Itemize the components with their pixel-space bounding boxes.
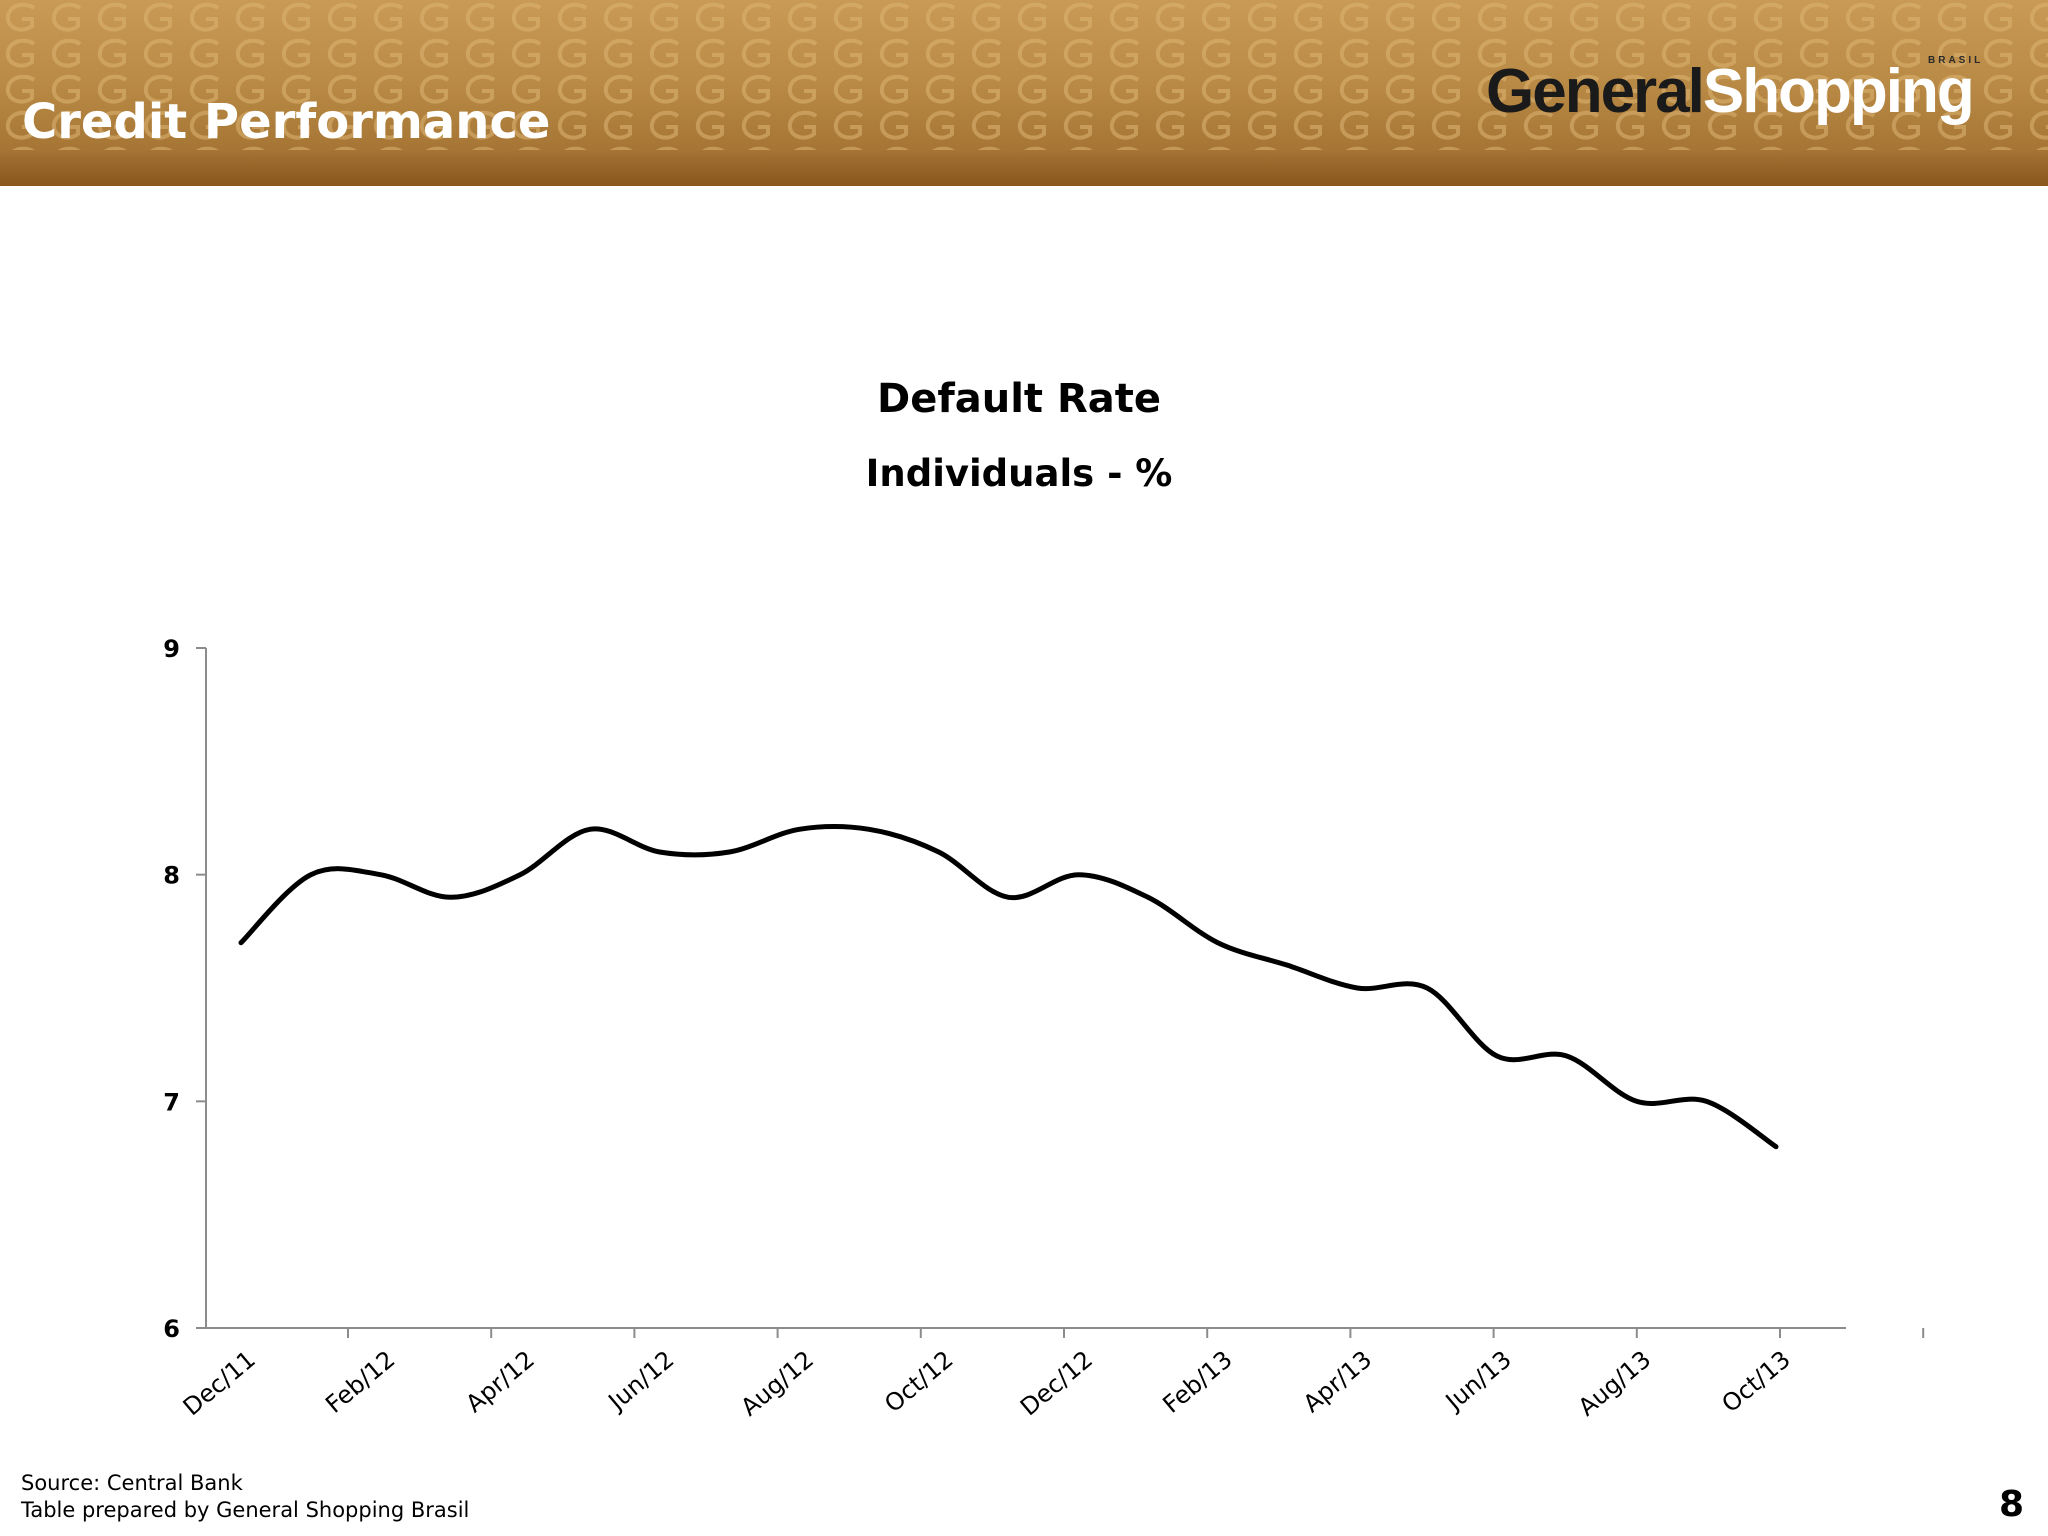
logo-shopping-text: Shopping — [1702, 57, 1975, 126]
chart-series — [238, 824, 1779, 1150]
slide-title: Credit Performance — [22, 94, 551, 150]
x-tick-label: Jun/12 — [602, 1345, 680, 1417]
y-tick-label: 6 — [163, 1315, 180, 1343]
x-tick-label: Apr/12 — [461, 1345, 540, 1418]
x-tick-label: Jun/13 — [1439, 1345, 1517, 1417]
header-shade — [0, 150, 2048, 186]
x-tick-label: Feb/12 — [320, 1345, 400, 1419]
prepared-by-line: Table prepared by General Shopping Brasi… — [21, 1498, 470, 1522]
x-tick-label: Dec/12 — [1015, 1345, 1098, 1421]
header-banner: Credit Performance GeneralShopping BRASI… — [0, 0, 2048, 186]
page-number: 8 — [1998, 1484, 2024, 1525]
x-tick-label: Aug/13 — [1573, 1345, 1656, 1421]
general-shopping-logo: GeneralShopping BRASIL — [1486, 55, 1980, 126]
x-tick-label: Aug/12 — [736, 1345, 819, 1421]
x-axis-ticks: Dec/11 Feb/12 Apr/12 Jun/12 Aug/12 Oct/12 Dec/… — [178, 1328, 1925, 1422]
source-note: Source: Central Bank Table prepared by G… — [21, 1470, 469, 1524]
logo-brasil-text: BRASIL — [1928, 55, 1984, 66]
x-tick-label: Apr/13 — [1298, 1345, 1377, 1418]
x-tick-label: Oct/12 — [879, 1345, 958, 1418]
chart-axes — [205, 648, 1846, 1329]
y-tick-label: 9 — [163, 635, 180, 663]
y-tick-label: 8 — [163, 862, 180, 890]
x-tick-label: Dec/11 — [178, 1345, 261, 1421]
source-line: Source: Central Bank — [21, 1471, 243, 1495]
default-rate-line — [238, 824, 1779, 1150]
header-pattern — [0, 0, 2048, 150]
chart-title: Default Rate — [876, 376, 1161, 422]
y-axis-ticks: 6 7 8 9 — [163, 635, 206, 1343]
chart-subtitle: Individuals - % — [865, 452, 1173, 495]
logo-general-text: General — [1486, 57, 1705, 126]
x-tick-label: Feb/13 — [1158, 1345, 1238, 1419]
x-tick-label: Oct/13 — [1716, 1345, 1795, 1418]
y-tick-label: 7 — [163, 1088, 180, 1116]
